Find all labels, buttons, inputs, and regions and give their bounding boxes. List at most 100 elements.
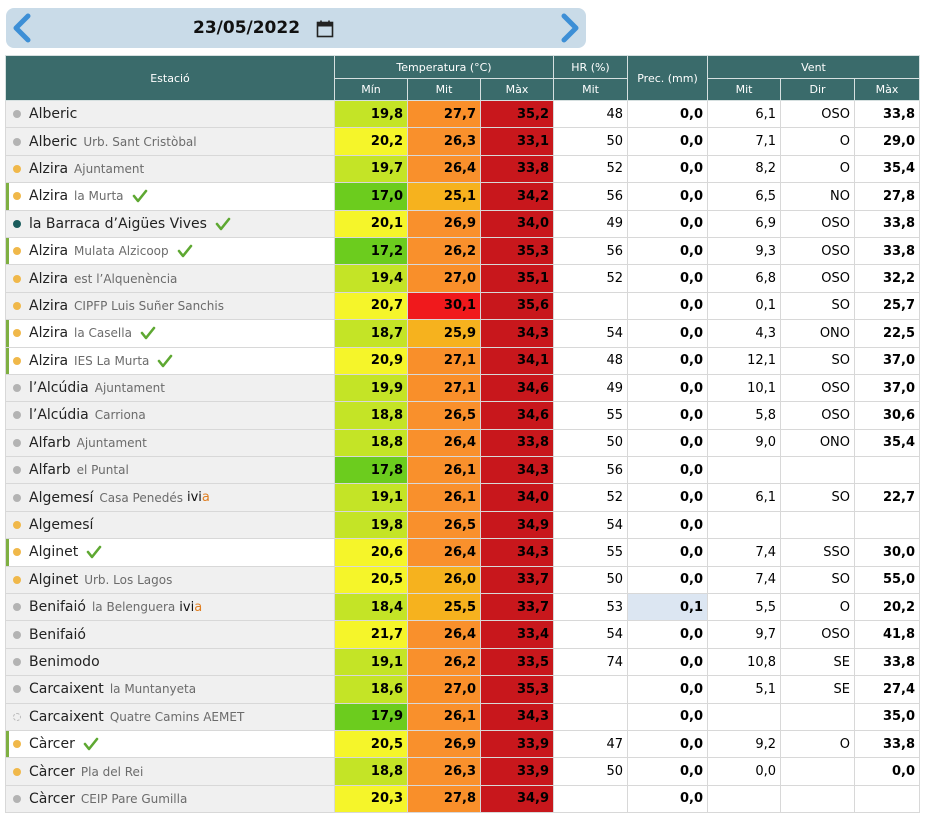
station-name[interactable]: l’Alcúdia [29, 380, 89, 397]
wind-dir-header[interactable]: Dir [780, 78, 856, 101]
station-cell[interactable]: Alzira Mulata Alzicoop [5, 236, 335, 266]
wind-max-cell: 32,2 [854, 264, 921, 293]
station-name[interactable]: Alberic [29, 106, 78, 123]
station-name[interactable]: Càrcer [29, 763, 75, 780]
table-row[interactable]: Alzira Mulata Alzicoop 17,2 26,2 35,3 56 0,0 9,… [5, 236, 921, 266]
station-cell[interactable]: Alberic [5, 99, 335, 129]
station-name[interactable]: Algemesí [29, 489, 94, 506]
station-cell[interactable]: Càrcer [5, 729, 335, 759]
wind-max-cell: 37,0 [854, 346, 921, 375]
station-cell[interactable]: Benimodo [5, 647, 335, 677]
temp-min-cell: 17,8 [334, 456, 408, 485]
temp-mit-cell: 26,4 [407, 538, 481, 567]
temp-max-header[interactable]: Màx [479, 78, 555, 101]
table-row[interactable]: Alzira la Casella 18,7 25,9 34,3 54 0,0 4,3 ONO 2… [5, 319, 921, 348]
wind-mit-header[interactable]: Mit [707, 78, 782, 101]
station-cell[interactable]: Alfarb Ajuntament [5, 428, 335, 458]
hr-mit-header[interactable]: Mit [553, 78, 629, 101]
table-row[interactable]: Alginet Urb. Los Lagos 20,5 26,0 33,7 50 0,0 7,… [5, 565, 921, 595]
table-row[interactable]: l’Alcúdia Carriona 18,8 26,5 34,6 55 0,0 5,8 OSO… [5, 401, 921, 430]
station-name[interactable]: Benifaió [29, 626, 86, 643]
table-row[interactable]: Càrcer CEIP Pare Gumilla 20,3 27,8 34,9 0,0 [5, 784, 921, 814]
table-row[interactable]: Càrcer 20,5 26,9 33,9 47 0,0 9,2 O 33,8 [5, 729, 921, 759]
table-row[interactable]: Alberic 19,8 27,7 35,2 48 0,0 6,1 OSO 33,8 [5, 99, 921, 129]
station-name[interactable]: Càrcer [29, 790, 75, 807]
table-row[interactable]: Benifaió la Belenguera ivia 18,4 25,5 33,7 53 0… [5, 593, 921, 622]
station-name[interactable]: Alzira [29, 243, 69, 260]
station-cell[interactable]: Càrcer Pla del Rei [5, 757, 335, 786]
wind-max-cell: 20,2 [854, 593, 921, 622]
table-row[interactable]: Alginet 20,6 26,4 34,3 55 0,0 7,4 SSO 30,0 [5, 538, 921, 567]
table-row[interactable]: Algemesí 19,8 26,5 34,9 54 0,0 [5, 510, 921, 540]
station-cell[interactable]: Alginet Urb. Los Lagos [5, 565, 335, 595]
previous-day-button[interactable] [8, 10, 36, 46]
temp-mit-header[interactable]: Mit [407, 78, 481, 101]
temp-min-cell: 19,8 [334, 99, 408, 129]
ivia-logo: ivia [187, 490, 210, 506]
station-name[interactable]: Benimodo [29, 654, 100, 670]
station-cell[interactable]: Càrcer CEIP Pare Gumilla [5, 784, 335, 814]
station-name[interactable]: Alzira [29, 188, 69, 205]
date-input[interactable]: 23/05/2022 [188, 15, 338, 43]
station-name[interactable]: Alzira [29, 297, 69, 314]
table-row[interactable]: la Barraca d’Aigües Vives 20,1 26,9 34,0 49 0… [5, 209, 921, 238]
station-cell[interactable]: Alzira la Murta [5, 182, 335, 211]
station-cell[interactable]: l’Alcúdia Carriona [5, 401, 335, 430]
station-cell[interactable]: Algemesí Casa Penedés ivia [5, 483, 335, 512]
station-name[interactable]: Carcaixent [29, 681, 104, 698]
station-cell[interactable]: Carcaixent la Muntanyeta [5, 675, 335, 704]
table-row[interactable]: Alzira Ajuntament 19,7 26,4 33,8 52 0,0 8,2 O 35,… [5, 154, 921, 184]
station-name[interactable]: la Barraca d’Aigües Vives [29, 215, 207, 232]
table-row[interactable]: l’Alcúdia Ajuntament 19,9 27,1 34,6 49 0,0 10,1… [5, 373, 921, 403]
station-name[interactable]: Alzira [29, 325, 69, 342]
table-row[interactable]: Alberic Urb. Sant Cristòbal 20,2 26,3 33,1 50… [5, 127, 921, 156]
station-cell[interactable]: Alzira Ajuntament [5, 154, 335, 184]
station-cell[interactable]: Alginet [5, 538, 335, 567]
station-name[interactable]: Càrcer [29, 736, 75, 753]
station-cell[interactable]: Alzira la Casella [5, 319, 335, 348]
station-cell[interactable]: Algemesí [5, 510, 335, 540]
station-cell[interactable]: Carcaixent Quatre Camins AEMET [5, 702, 335, 731]
station-name[interactable]: l’Alcúdia [29, 407, 89, 424]
station-cell[interactable]: l’Alcúdia Ajuntament [5, 373, 335, 403]
table-row[interactable]: Alzira CIPFP Luis Suñer Sanchis 20,7 30,1 35… [5, 291, 921, 321]
table-row[interactable]: Alzira IES La Murta 20,9 27,1 34,1 48 0,0 12,1 S… [5, 346, 921, 375]
table-row[interactable]: Alzira la Murta 17,0 25,1 34,2 56 0,0 6,5 NO 27,8 [5, 182, 921, 211]
table-row[interactable]: Benifaió 21,7 26,4 33,4 54 0,0 9,7 OSO 41,8 [5, 620, 921, 649]
station-cell[interactable]: Benifaió la Belenguera ivia [5, 593, 335, 622]
temp-min-header[interactable]: Mín [334, 78, 408, 101]
table-row[interactable]: Alzira est l’Alquenència 19,4 27,0 35,1 52 0,0… [5, 264, 921, 293]
wind-max-header[interactable]: Màx [854, 78, 921, 101]
table-row[interactable]: Carcaixent Quatre Camins AEMET 17,9 26,1 34,… [5, 702, 921, 731]
table-row[interactable]: Alfarb Ajuntament 18,8 26,4 33,8 50 0,0 9,0 ONO 3… [5, 428, 921, 458]
next-day-button[interactable] [556, 10, 584, 46]
precipitation-column-header[interactable]: Prec. (mm) [627, 55, 709, 101]
station-cell[interactable]: Benifaió [5, 620, 335, 649]
table-row[interactable]: Càrcer Pla del Rei 18,8 26,3 33,9 50 0,0 0,0 0,0 [5, 757, 921, 786]
wind-direction-cell: SO [780, 565, 856, 595]
table-row[interactable]: Algemesí Casa Penedés ivia 19,1 26,1 34,0 52 0,… [5, 483, 921, 512]
table-row[interactable]: Benimodo 19,1 26,2 33,5 74 0,0 10,8 SE 33,8 [5, 647, 921, 677]
station-name[interactable]: Alginet [29, 544, 79, 561]
station-cell[interactable]: Alzira CIPFP Luis Suñer Sanchis [5, 291, 335, 321]
station-name[interactable]: Alginet [29, 571, 79, 588]
table-row[interactable]: Alfarb el Puntal 17,8 26,1 34,3 56 0,0 [5, 456, 921, 485]
station-column-header[interactable]: Estació [5, 55, 335, 101]
station-name[interactable]: Alzira [29, 160, 69, 177]
station-name[interactable]: Benifaió [29, 599, 86, 616]
calendar-icon[interactable] [316, 20, 334, 38]
table-row[interactable]: Carcaixent la Muntanyeta 18,6 27,0 35,3 0,0 5,… [5, 675, 921, 704]
temp-mit-cell: 26,5 [407, 510, 481, 540]
station-name[interactable]: Alzira [29, 352, 69, 369]
station-name[interactable]: Algemesí [29, 517, 94, 534]
station-name[interactable]: Alzira [29, 270, 69, 287]
station-name[interactable]: Alfarb [29, 462, 71, 479]
station-cell[interactable]: Alzira IES La Murta [5, 346, 335, 375]
station-name[interactable]: Carcaixent [29, 708, 104, 725]
station-cell[interactable]: la Barraca d’Aigües Vives [5, 209, 335, 238]
station-cell[interactable]: Alfarb el Puntal [5, 456, 335, 485]
station-cell[interactable]: Alzira est l’Alquenència [5, 264, 335, 293]
station-name[interactable]: Alberic [29, 133, 78, 150]
station-cell[interactable]: Alberic Urb. Sant Cristòbal [5, 127, 335, 156]
station-name[interactable]: Alfarb [29, 434, 71, 451]
